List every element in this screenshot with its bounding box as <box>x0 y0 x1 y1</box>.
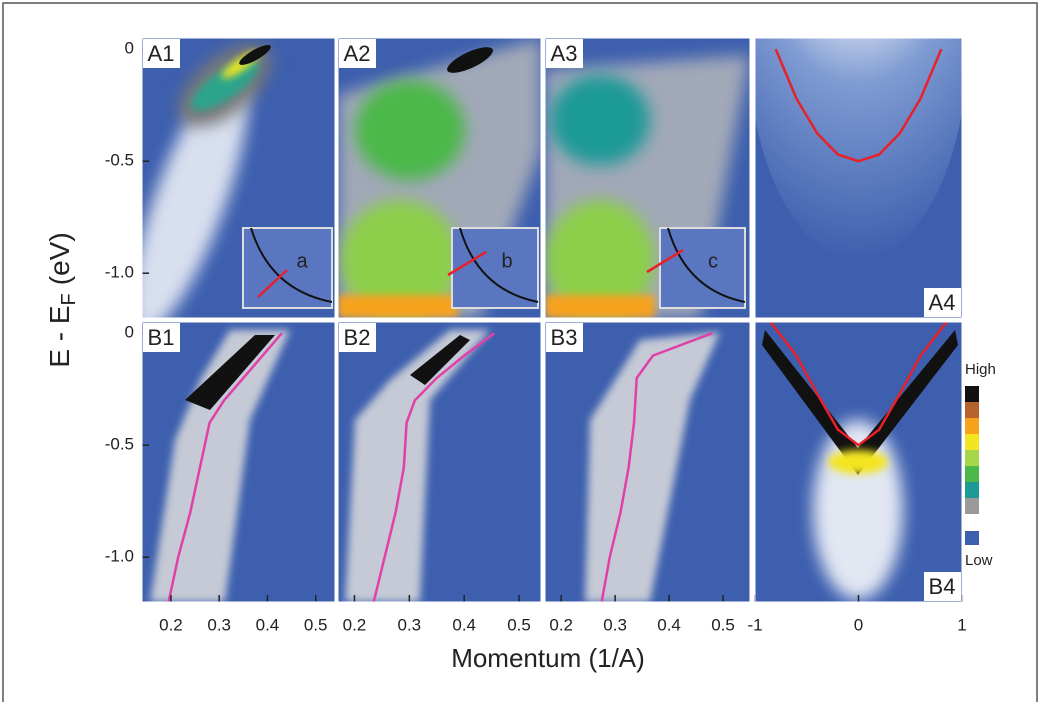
y-label-sub: F <box>58 293 80 305</box>
y-tick-label: -1.0 <box>105 263 134 282</box>
x-tick-label: 1 <box>957 615 966 634</box>
panel-label: B1 <box>148 325 175 350</box>
y-label-unit: (eV) <box>44 232 75 285</box>
inset-label: c <box>708 250 718 272</box>
y-label-main: E - E <box>44 305 75 367</box>
inset-label: b <box>501 250 512 272</box>
insets <box>243 228 745 308</box>
x-tick-label: 0.3 <box>603 615 627 634</box>
y-tick-label: -0.5 <box>105 151 134 170</box>
x-tick-label: 0.5 <box>507 615 531 634</box>
y-axis-label: E - EF (eV) <box>44 232 80 367</box>
x-tick-label: 0.5 <box>711 615 735 634</box>
colorbar-swatch <box>965 482 979 498</box>
colorbar-high: High <box>965 361 996 378</box>
panel-label: A3 <box>551 41 578 66</box>
y-tick-label: 0 <box>125 39 134 58</box>
panel-label: A4 <box>929 290 956 315</box>
colorbar-swatch <box>965 418 979 434</box>
x-tick-label: 0.5 <box>304 615 328 634</box>
colorbar-swatch <box>965 402 979 418</box>
x-tick-label: 0.3 <box>398 615 422 634</box>
colorbar-swatch <box>965 498 979 514</box>
x-tick-label: 0.3 <box>207 615 231 634</box>
x-tick-label: 0.2 <box>159 615 183 634</box>
x-tick-label: 0.4 <box>256 615 280 634</box>
inset-label: a <box>296 250 308 272</box>
colorbar-swatch <box>965 450 979 466</box>
x-tick-label: -1 <box>747 615 762 634</box>
y-tick-label: 0 <box>125 323 134 342</box>
x-axis-label: Momentum (1/A) <box>451 643 645 673</box>
panel-label: B4 <box>929 574 956 599</box>
panel-label: B3 <box>551 325 578 350</box>
x-tick-label: 0 <box>854 615 863 634</box>
figure: E - EF (eV) Momentum (1/A) High Low 0 -0.5… <box>0 0 1043 702</box>
y-tick-label: -1.0 <box>105 547 134 566</box>
panel-label: B2 <box>344 325 371 350</box>
x-tick-label: 0.2 <box>343 615 367 634</box>
colorbar-swatch <box>965 386 979 402</box>
y-tick-label: -0.5 <box>105 435 134 454</box>
x-tick-label: 0.4 <box>657 615 681 634</box>
colorbar-swatch <box>965 434 979 450</box>
colorbar-low: Low <box>965 552 993 569</box>
panel-label: A2 <box>344 41 371 66</box>
panel-label: A1 <box>148 41 175 66</box>
x-tick-label: 0.4 <box>452 615 476 634</box>
colorbar-swatch <box>965 531 979 545</box>
x-tick-label: 0.2 <box>549 615 573 634</box>
colorbar-swatch <box>965 466 979 482</box>
